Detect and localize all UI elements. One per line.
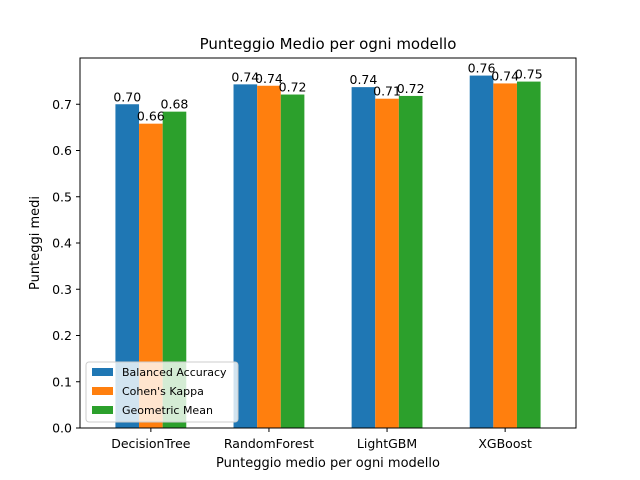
x-axis-ticks: DecisionTree RandomForest LightGBM XGBoost xyxy=(111,428,532,451)
bar-value-label: 0.72 xyxy=(397,81,425,96)
y-tick-label: 0.3 xyxy=(52,282,72,297)
y-tick-label: 0.1 xyxy=(52,374,72,389)
bar-0-0 xyxy=(115,104,140,428)
legend: Balanced Accuracy Cohen's Kappa Geometric … xyxy=(85,361,239,423)
legend-swatch xyxy=(92,406,113,414)
bar-2-1 xyxy=(280,94,305,428)
legend-label: Geometric Mean xyxy=(122,404,213,417)
bar-value-label: 0.74 xyxy=(350,72,378,87)
bar-value-label: 0.74 xyxy=(255,71,283,86)
bar-value-label: 0.74 xyxy=(491,68,519,83)
y-tick-label: 0.4 xyxy=(52,236,72,251)
legend-swatch xyxy=(92,368,113,376)
bar-value-label: 0.70 xyxy=(113,89,141,104)
bar-2-2 xyxy=(398,95,423,429)
bar-1-0 xyxy=(139,123,163,429)
chart-title: Punteggio Medio per ogni modello xyxy=(200,35,457,53)
x-tick-label: LightGBM xyxy=(357,436,417,451)
y-axis-ticks: 0.0 0.1 0.2 0.3 0.4 0.5 0.6 0.7 xyxy=(52,97,80,436)
bar-0-3 xyxy=(469,75,494,428)
bar-1-1 xyxy=(257,85,281,428)
bar-value-label: 0.74 xyxy=(231,69,259,84)
bars-group xyxy=(115,75,541,429)
bar-value-label: 0.76 xyxy=(468,61,496,76)
bar-value-label: 0.75 xyxy=(515,67,543,82)
bar-0-1 xyxy=(233,84,258,429)
bar-value-label: 0.68 xyxy=(161,97,189,112)
x-axis-label: Punteggio medio per ogni modello xyxy=(216,456,440,471)
bar-1-2 xyxy=(375,98,399,428)
bar-value-label: 0.66 xyxy=(137,109,165,124)
bar-value-label: 0.71 xyxy=(373,84,401,99)
legend-label: Balanced Accuracy xyxy=(122,366,227,379)
bar-2-0 xyxy=(162,111,187,429)
y-tick-label: 0.0 xyxy=(52,421,72,436)
legend-box xyxy=(85,361,239,423)
y-tick-label: 0.6 xyxy=(52,143,72,158)
x-tick-label: RandomForest xyxy=(224,436,314,451)
x-tick-label: DecisionTree xyxy=(111,436,191,451)
y-axis-label: Punteggi medi xyxy=(28,196,43,290)
y-tick-label: 0.5 xyxy=(52,189,72,204)
bar-labels-group: 0.700.74 0.740.760.660.740.710.740.680.72… xyxy=(113,61,542,124)
y-tick-label: 0.7 xyxy=(52,97,72,112)
y-tick-label: 0.2 xyxy=(52,328,72,343)
legend-label: Cohen's Kappa xyxy=(122,385,204,398)
bar-1-3 xyxy=(493,83,517,428)
bar-2-3 xyxy=(516,81,541,429)
bar-0-2 xyxy=(351,87,376,428)
x-tick-label: XGBoost xyxy=(478,436,532,451)
bar-value-label: 0.72 xyxy=(279,80,307,95)
legend-swatch xyxy=(92,387,113,395)
